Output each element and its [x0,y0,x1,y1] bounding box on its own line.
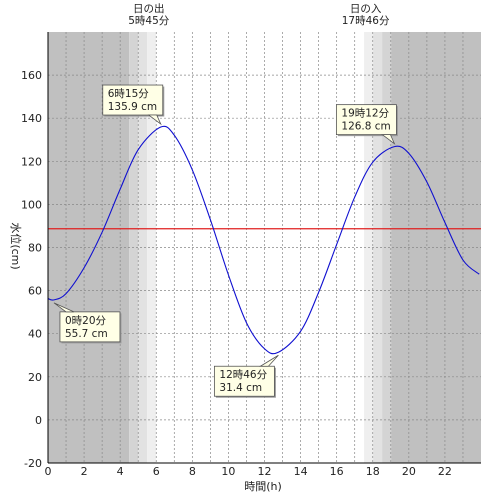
x-tick-label: 4 [117,465,124,478]
x-tick-label: 12 [258,465,272,478]
x-axis-label: 時間(h) [244,480,282,493]
twilight-band-morning-mid [138,32,148,463]
y-tick-label: 80 [28,242,42,255]
twilight-band-evening-dark [382,32,392,463]
y-axis-label: 水位(cm) [9,222,23,269]
y-tick-label: 20 [28,371,42,384]
callout-pointer [147,114,162,126]
y-tick-label: 140 [21,112,42,125]
y-tick-label: 40 [28,328,42,341]
x-tick-label: 0 [45,465,52,478]
x-tick-label: 10 [221,465,235,478]
callout-level: 135.9 cm [108,101,157,113]
series-group [47,125,480,355]
callout-level: 126.8 cm [341,121,390,133]
callout-box [59,311,121,343]
x-tick-label: 18 [366,465,380,478]
callout-time: 0時20分 [65,315,107,327]
callout-box [102,84,164,116]
tick-labels: 0 2 4 6 8 10 12 14 16 18 20 22-20020406080100120140… [21,69,452,478]
callout-pointer [258,354,279,367]
sunset-time-label: 17時46分 [342,15,390,27]
sunrise-label: 日の出 [133,2,165,15]
x-tick-label: 22 [438,465,452,478]
callout-pointer [381,134,396,145]
y-tick-label: 0 [35,414,42,427]
x-tick-label: 2 [81,465,88,478]
callout-level: 55.7 cm [65,328,108,340]
callout-time: 6時15分 [108,88,150,100]
axes [47,32,481,464]
y-tick-label: 100 [21,198,42,211]
y-tick-label: 60 [28,285,42,298]
x-tick-label: 6 [153,465,160,478]
y-tick-label: -20 [24,457,42,470]
callout-box [335,104,397,136]
x-tick-label: 14 [294,465,308,478]
tide-series-line [47,125,480,355]
callout-time: 19時12分 [341,108,389,120]
sunrise-time-label: 5時45分 [128,15,170,27]
callout-level: 31.4 cm [219,382,262,394]
callout-time: 12時46分 [219,369,267,381]
x-tick-label: 16 [330,465,344,478]
callout-box [213,365,275,397]
x-tick-label: 8 [189,465,196,478]
callout-pointer [53,302,75,313]
y-tick-label: 120 [21,155,42,168]
sunset-label: 日の入 [350,3,382,15]
y-tick-label: 160 [21,69,42,82]
x-tick-label: 20 [402,465,416,478]
twilight-band-morning-light [147,32,157,463]
